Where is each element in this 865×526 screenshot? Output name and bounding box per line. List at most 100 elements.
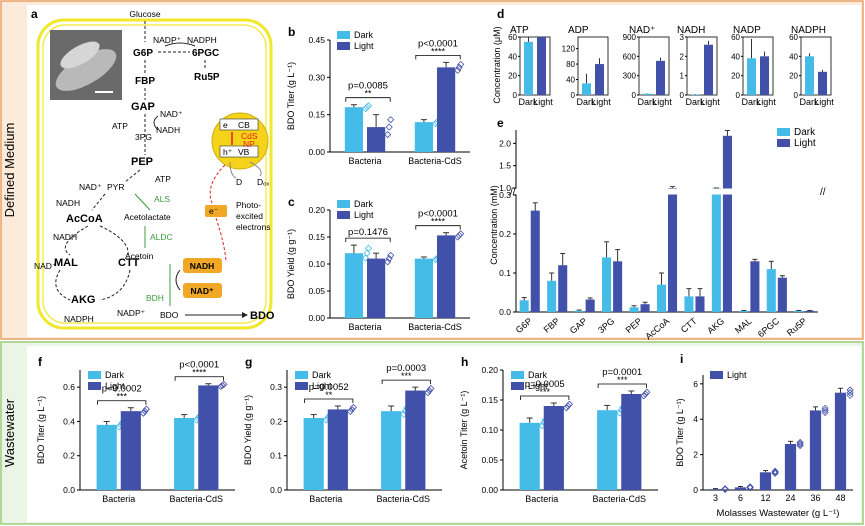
photo-label-1: Photo-	[236, 200, 261, 210]
panel-letter-b: b	[288, 25, 295, 39]
data-point-c	[364, 244, 373, 252]
data-point-c	[363, 249, 371, 257]
p-value-h: p=0.0001	[602, 367, 642, 378]
photo-label-2: excited	[236, 211, 263, 221]
y-tick-label-g: 0.2	[270, 416, 282, 426]
panel-letter-c: c	[288, 195, 295, 209]
x-tick-label-f: Bacteria	[102, 494, 135, 504]
x-tick-label-i: 48	[835, 493, 845, 503]
y-tick-label-d: 40	[731, 52, 740, 61]
bar-e-pep-light	[640, 304, 650, 312]
significance-stars-f: ****	[192, 368, 207, 378]
y-tick-label-d: 40	[566, 76, 575, 85]
y-tick-label-h: 0.00	[481, 485, 498, 495]
metabolite-ctt: CTT	[118, 257, 140, 269]
axis-break-mark: //	[510, 187, 516, 198]
p-value-f: p=0.0002	[102, 384, 142, 395]
panel-h: h 0.00 0.05 0.10 0.15 0.20 Acetoin Titer (g L⁻…	[459, 355, 658, 504]
significance-stars-b: ****	[431, 46, 446, 56]
y-tick-label-d: 300	[623, 72, 637, 81]
significance-bracket-b	[345, 97, 391, 102]
section-label-defined: Defined Medium	[2, 123, 17, 218]
y-tick-label-h: 0.20	[481, 365, 498, 375]
x-tick-label-c: Bacteria	[348, 322, 381, 332]
nadh-label-1: NADH	[156, 125, 180, 135]
significance-bracket-c	[415, 225, 461, 230]
x-tick-label-d: Light	[700, 97, 720, 107]
y-tick-label-e: 2.0	[499, 138, 511, 148]
significance-bracket-f	[97, 400, 147, 405]
data-point-h	[562, 404, 570, 412]
panel-c: c 0.00 0.05 0.10 0.15 0.20 BDO Yield (g g⁻¹) Ba…	[286, 195, 470, 332]
bar-c-dark	[414, 258, 433, 318]
significance-stars-c: ****	[431, 217, 446, 227]
electron-label: e	[223, 120, 228, 130]
significance-stars-g: **	[325, 390, 333, 400]
bar-d-nad⁺	[656, 60, 665, 95]
legend-swatch-dark	[88, 371, 101, 379]
legend-swatch-light	[511, 382, 524, 390]
bar-e-3pg-dark	[602, 257, 612, 312]
bar-i-48	[834, 392, 847, 490]
nad-label-1: NAD⁺	[160, 109, 183, 119]
bar-g-light	[327, 409, 348, 490]
p-value-c: p<0.0001	[418, 209, 458, 220]
y-tick-label-i: 6	[693, 379, 698, 389]
bar-b-light	[367, 127, 386, 152]
y-tick-label-i: 0	[693, 485, 698, 495]
y-tick-label-d: 600	[623, 52, 637, 61]
bar-e-ctt-light	[695, 296, 705, 312]
subplot-title-d: NADH	[677, 25, 705, 36]
subplot-frame-d	[519, 36, 551, 96]
panel-letter-a: a	[31, 7, 38, 21]
bar-e-pep-dark	[629, 307, 639, 312]
p-value-g: p=0.0052	[309, 382, 349, 393]
significance-stars-h: ***	[617, 375, 628, 385]
x-tick-label-i: 3	[713, 493, 718, 503]
legend-label-light: Light	[727, 370, 747, 380]
metabolite-acetoin: Acetoin	[125, 251, 154, 261]
y-tick-label-f: 0.6	[63, 382, 75, 392]
data-point-i	[796, 438, 804, 446]
subplot-frame-d	[742, 36, 774, 96]
panel-b: b 0.00 0.15 0.30 0.45 BDO Titer (g L⁻¹) Bacter…	[286, 25, 470, 166]
bar-e-akg-dark	[711, 188, 721, 312]
x-tick-label-h: Bacteria	[525, 494, 558, 504]
panel-letter-h: h	[461, 355, 468, 369]
y-tick-label-e: 0.1	[499, 268, 511, 278]
bar-d-nadph	[818, 71, 827, 95]
x-tick-label-d: Light	[533, 97, 553, 107]
legend-swatch-light	[337, 42, 350, 50]
axis-break-mark: //	[820, 187, 826, 198]
conduction-band-label: CB	[238, 120, 250, 130]
data-point-b	[363, 103, 371, 111]
atp-label-2: ATP	[155, 174, 171, 184]
data-point-g	[425, 387, 433, 395]
bar-h-dark	[597, 410, 618, 490]
y-axis-title-e: Concentration (mM)	[489, 185, 499, 265]
y-tick-label-b: 0.30	[308, 72, 325, 82]
subplot-frame-d	[577, 36, 609, 96]
significance-bracket-g	[304, 398, 354, 403]
y-tick-label-d: 0	[680, 91, 685, 100]
atp-label-1: ATP	[112, 121, 128, 131]
bar-e-g6p-light	[530, 210, 540, 312]
x-tick-label-d: Dark	[637, 97, 657, 107]
nad-label-2: NAD⁺	[79, 182, 102, 192]
data-point-c	[457, 230, 465, 238]
legend-label-dark: Dark	[312, 370, 332, 380]
legend-label-light: Light	[354, 41, 374, 51]
legend-label-light: Light	[794, 138, 816, 149]
section-label-wastewater: Wastewater	[2, 398, 17, 467]
x-axis-title-i: Molasses Wastewater (g L⁻¹)	[717, 508, 840, 519]
bar-e-accoa-light	[668, 188, 678, 312]
x-tick-label-g: Bacteria-CdS	[376, 494, 430, 504]
y-tick-label-d: 0	[736, 91, 741, 100]
y-tick-label-c: 0.05	[308, 286, 325, 296]
x-tick-label-i: 24	[785, 493, 795, 503]
y-tick-label-d: 900	[623, 33, 637, 42]
bar-e-mal-light	[750, 261, 760, 312]
nadh-box-label: NADH	[190, 261, 215, 271]
cell-outline	[36, 18, 273, 330]
legend-label-light: Light	[354, 210, 374, 220]
